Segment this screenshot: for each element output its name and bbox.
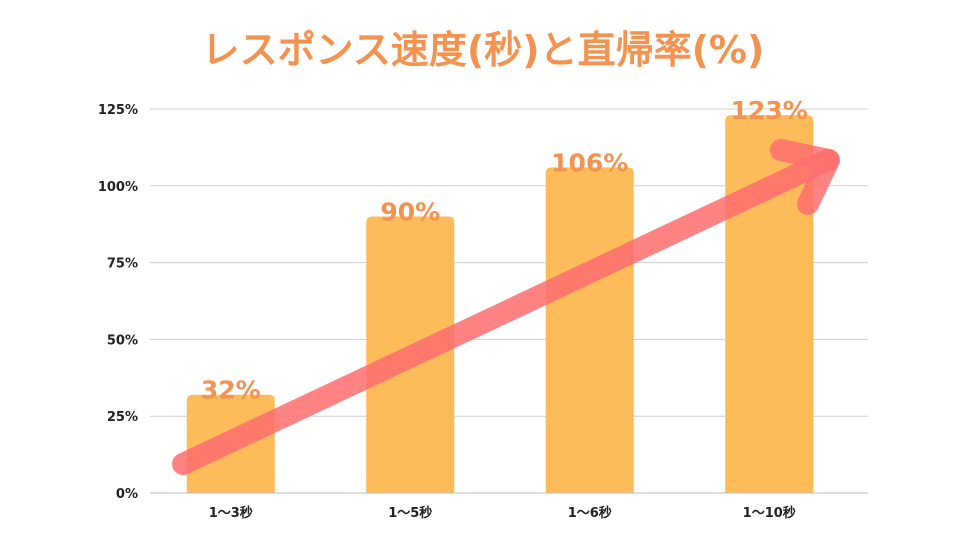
x-axis-ticks: 1～3秒 1～5秒 1～6秒 1～10秒 — [209, 505, 796, 521]
y-tick-label: 0% — [116, 487, 138, 502]
y-tick-label: 75% — [107, 257, 138, 272]
y-tick-label: 50% — [107, 333, 138, 348]
bar — [545, 167, 634, 494]
data-label: 32% — [201, 376, 261, 405]
x-tick-label: 1～5秒 — [388, 505, 432, 521]
y-tick-label: 125% — [98, 103, 138, 118]
y-axis-ticks: 0% 25% 50% 75% 100% 125% — [98, 103, 138, 502]
x-tick-label: 1～6秒 — [568, 505, 612, 521]
trend-arrow-head — [770, 139, 840, 215]
data-label: 123% — [731, 96, 808, 125]
trend-arrow-shaft — [172, 149, 839, 475]
data-labels: 32% 90% 106% 123% — [201, 96, 808, 405]
x-tick-label: 1～10秒 — [743, 505, 796, 521]
data-label: 90% — [380, 198, 440, 227]
x-tick-label: 1～3秒 — [209, 505, 253, 521]
y-tick-label: 25% — [107, 410, 138, 425]
y-tick-label: 100% — [98, 180, 138, 195]
trend-arrow — [172, 139, 840, 475]
chart-title: レスポンス速度(秒)と直帰率(%) — [202, 28, 765, 72]
data-label: 106% — [551, 148, 628, 177]
